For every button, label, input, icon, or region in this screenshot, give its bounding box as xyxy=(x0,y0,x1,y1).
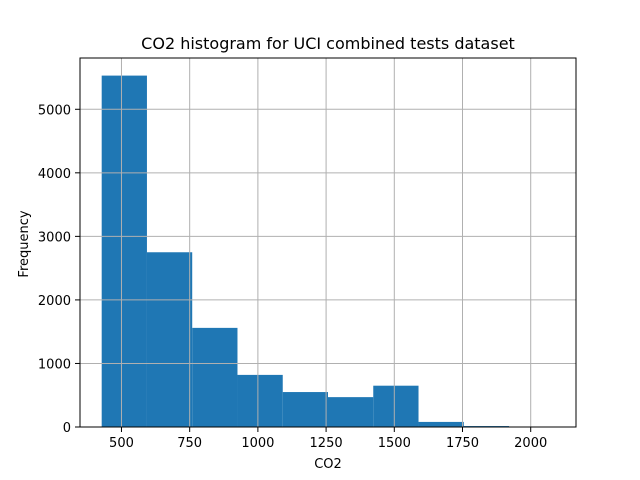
y-tick-label: 1000 xyxy=(38,357,71,372)
histogram-bar xyxy=(328,397,374,427)
y-tick-label: 2000 xyxy=(38,294,71,309)
x-axis-ticks: 500 750 1000 1250 1500 1750 2000 xyxy=(109,427,547,451)
x-tick-label: 750 xyxy=(177,436,202,451)
histogram-bar xyxy=(373,385,419,427)
x-tick-label: 500 xyxy=(109,436,134,451)
y-tick-label: 5000 xyxy=(38,103,71,118)
y-tick-label: 4000 xyxy=(38,167,71,182)
histogram-bar xyxy=(192,327,238,427)
bars xyxy=(101,75,555,427)
x-tick-label: 1000 xyxy=(241,436,274,451)
x-tick-label: 2000 xyxy=(514,436,547,451)
x-tick-label: 1500 xyxy=(378,436,411,451)
x-tick-label: 1250 xyxy=(310,436,343,451)
chart-title: CO2 histogram for UCI combined tests dat… xyxy=(141,34,515,53)
y-tick-label: 3000 xyxy=(38,230,71,245)
y-axis-title: Frequency xyxy=(17,210,32,277)
histogram-bar xyxy=(146,252,193,427)
histogram-bar xyxy=(237,374,283,427)
x-tick-label: 1750 xyxy=(446,436,479,451)
histogram-bar xyxy=(282,392,328,427)
plot-frame xyxy=(79,57,577,428)
histogram-bar xyxy=(101,75,147,427)
x-axis-title: CO2 xyxy=(314,457,342,472)
y-axis-ticks: 0 1000 2000 3000 4000 5000 xyxy=(38,103,80,436)
histogram-bar xyxy=(418,421,464,427)
grid-lines xyxy=(80,58,576,428)
y-tick-label: 0 xyxy=(63,421,71,436)
